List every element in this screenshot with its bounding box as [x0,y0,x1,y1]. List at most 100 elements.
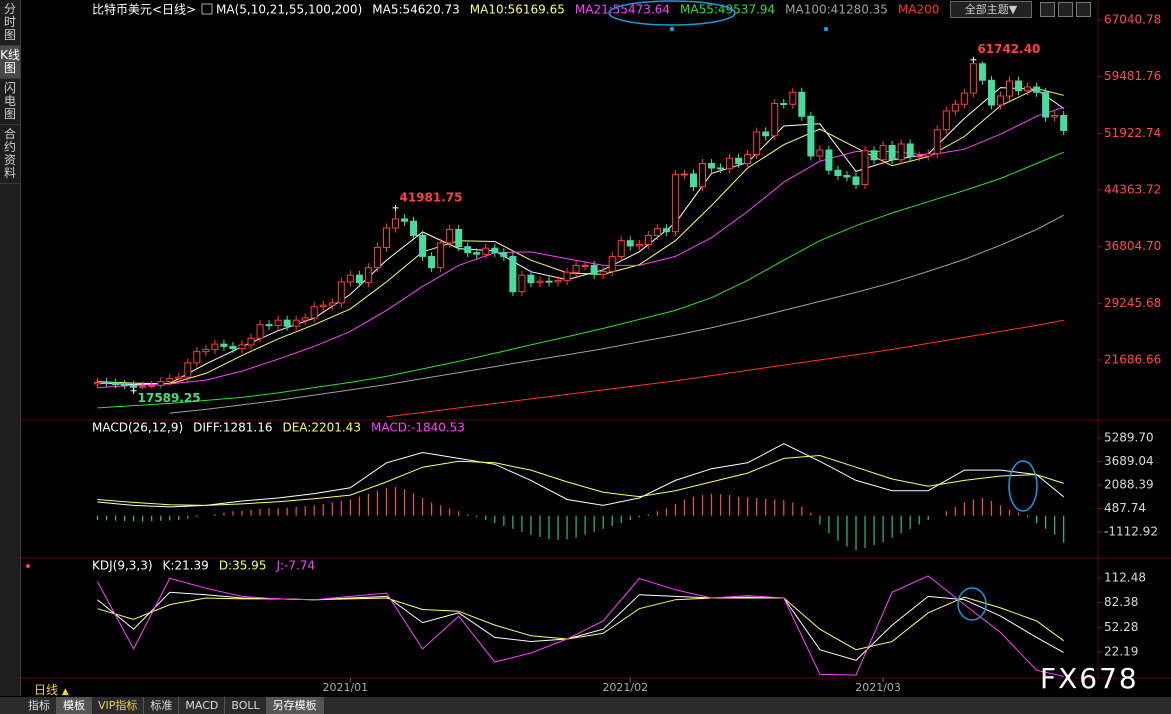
theme-select[interactable]: 全部主题▼ [950,1,1032,18]
y-tick-label: 82.38 [1104,595,1138,609]
candle-body [834,169,842,176]
tool-icon[interactable] [1076,2,1091,17]
side-tab[interactable]: 分时图 [0,0,20,46]
candle-body [635,243,643,247]
candle-body [987,79,995,106]
legend-entry: MACD:-1840.53 [371,421,465,435]
candle-body [969,63,977,94]
candle-body [708,162,716,169]
candle-body [789,91,797,105]
candle-body [816,149,824,157]
candle-body [500,252,508,257]
tab[interactable]: 标准 [144,697,180,714]
tool-icon[interactable] [1058,2,1073,17]
series-line [97,575,1064,677]
candle-body [861,150,869,185]
legend-entry: D:35.95 [219,559,267,573]
candle-body [717,167,725,170]
candle-body [202,348,210,353]
side-tab[interactable]: 闪电图 [0,79,20,125]
candle-body [906,143,914,158]
y-tick-label: 2088.39 [1104,478,1154,492]
extreme-marker [392,204,399,211]
candle-body [157,381,165,386]
side-tab[interactable]: 合约资料 [0,125,20,184]
sidebar: 分时图 K线图 闪电图 合约资料 [0,0,21,696]
candle-body [328,302,336,306]
series-line [97,151,1064,409]
highlight-circle [1008,460,1038,512]
series-line [97,87,1064,386]
y-tick-label: -1112.92 [1104,525,1158,539]
tab[interactable]: VIP指标 [92,697,145,714]
candle-body [166,378,174,383]
tab[interactable]: MACD [179,697,226,714]
indicator-dot [26,564,30,568]
candle-body [897,143,905,161]
candle-body [870,150,878,161]
candle-body [996,95,1004,106]
candle-body [355,274,363,284]
candle-body [382,227,390,248]
candle-body [238,344,246,350]
legend-entry: K:21.39 [163,559,209,573]
candle-body [446,228,454,244]
candle-body [536,280,544,284]
candle-body [933,129,941,155]
y-tick-label: 21686.66 [1104,352,1161,366]
candle-body [608,255,616,272]
highlight-circle [608,0,736,26]
candle-body [978,63,986,81]
y-tick-label: 22.19 [1104,644,1138,658]
legend-entry: J:-7.74 [275,559,315,573]
candle-body [455,228,463,248]
y-tick-label: 487.74 [1104,501,1146,515]
candle-body [283,319,291,327]
candle-body [310,306,318,319]
period-arrow: ▲ [61,687,69,697]
candle-body [1060,115,1068,131]
bottom-tabs: 指标 模板 VIP指标 标准 MACD BOLL 另存模板 [0,697,1171,714]
candle-body [653,228,661,236]
series-line [97,596,1064,651]
candle-body [211,343,219,350]
legend-entry: MA10:56169.65 [470,3,565,17]
candle-body [671,174,679,233]
y-tick-label: 51922.74 [1104,126,1161,140]
legend-icon [201,3,213,15]
tool-icon[interactable] [1040,2,1055,17]
candle-body [274,319,282,326]
candle-body [762,131,770,137]
candle-body [428,255,436,269]
series-line [97,591,1064,661]
y-tick-label: 3689.04 [1104,454,1154,468]
tab[interactable]: 模板 [57,697,92,714]
candle-body [572,264,580,273]
legend-title: MA(5,10,21,55,100,200) [216,3,362,17]
candle-body [662,228,670,233]
tab[interactable]: 另存模板 [266,697,324,714]
candle-body [951,103,959,112]
candle-body [148,384,156,387]
panel-title: KDJ(9,3,3) [92,559,153,573]
candle-body [518,274,526,293]
candle-body [942,110,950,131]
candle-body [247,337,255,346]
tab[interactable]: 指标 [22,697,57,714]
x-tick-label: 2021/01 [322,681,368,694]
candle-body [590,264,598,275]
y-tick-label: 52.28 [1104,620,1138,634]
y-tick-label: 36804.70 [1104,239,1161,253]
side-tab[interactable]: K线图 [0,46,20,79]
y-tick-label: 29245.68 [1104,296,1161,310]
candle-body [364,267,372,284]
candle-body [401,218,409,222]
candle-body [771,103,779,137]
candle-body [879,144,887,161]
tab[interactable]: BOLL [225,697,267,714]
candle-body [798,91,806,117]
period-label[interactable]: 日线 ▲ [34,681,69,698]
candle-body [94,381,102,385]
candle-body [915,155,923,158]
